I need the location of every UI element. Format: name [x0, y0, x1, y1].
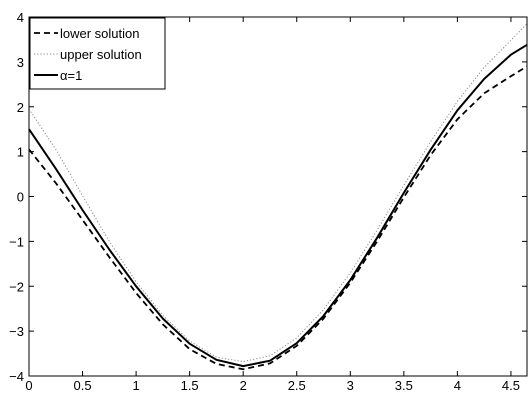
y-tick-label: 4 — [17, 10, 24, 25]
axes-layer: 0 0.5 1 1.5 2 2.5 3 3.5 4 4.5 −4 −3 −2 −1 0 1 2 3 4 — [9, 10, 528, 393]
y-tick-label: 0 — [17, 190, 24, 205]
legend-box — [29, 17, 166, 90]
x-tick-label: 2 — [240, 378, 247, 393]
x-tick-label: 3.5 — [395, 378, 413, 393]
x-tick-label: 4.5 — [502, 378, 520, 393]
y-tick-label: −3 — [9, 324, 24, 339]
y-tick-label: 3 — [17, 55, 24, 70]
series-layer — [28, 23, 528, 371]
legend-label: lower solution — [60, 26, 140, 41]
y-tick-label: −2 — [9, 279, 24, 294]
series-line-alpha-1 — [28, 43, 528, 368]
y-tick-label: −1 — [9, 234, 24, 249]
x-tick-label: 3 — [347, 378, 354, 393]
legend-label: upper solution — [60, 47, 142, 62]
legend-label: α=1 — [60, 68, 82, 83]
x-tick-label: 0 — [25, 378, 32, 393]
y-tick-label: −4 — [9, 369, 24, 384]
x-tick-label: 0.5 — [74, 378, 92, 393]
x-tick-label: 1 — [132, 378, 139, 393]
x-tick-label: 2.5 — [288, 378, 306, 393]
y-tick-label: 2 — [17, 100, 24, 115]
y-tick-label: 1 — [17, 145, 24, 160]
x-tick-label: 4 — [454, 378, 461, 393]
x-tick-label: 1.5 — [181, 378, 199, 393]
series-line-lower-solution — [28, 65, 528, 371]
legend: lower solution upper solution α=1 — [29, 17, 166, 90]
